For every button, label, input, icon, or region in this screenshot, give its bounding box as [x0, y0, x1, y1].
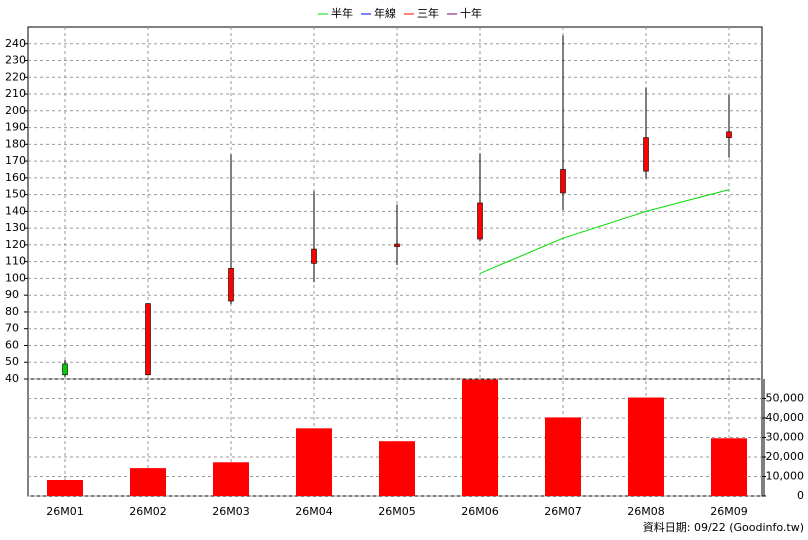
x-tick-label: 26M06: [461, 505, 499, 518]
y-tick-label: 100: [5, 271, 26, 284]
y-tick-label: 50,000: [766, 392, 805, 405]
y-tick-label: 140: [5, 204, 26, 217]
y-tick-label: 210: [5, 87, 26, 100]
x-tick-label: 26M07: [544, 505, 582, 518]
y-tick-label: 240: [5, 37, 26, 50]
x-tick-label: 26M01: [46, 505, 84, 518]
y-tick-label: 230: [5, 54, 26, 67]
y-tick-label: 50: [5, 355, 19, 368]
volume-bar: [628, 397, 664, 496]
y-tick-label: 70: [5, 322, 19, 335]
x-tick-label: 26M04: [295, 505, 333, 518]
candle-body: [394, 243, 400, 247]
candle-body: [477, 202, 483, 240]
footer: 資料日期: 09/22 (Goodinfo.tw): [643, 520, 804, 534]
x-tick-label: 26M03: [212, 505, 250, 518]
y-tick-label: 110: [5, 255, 26, 268]
legend-label: 半年: [331, 6, 353, 20]
candle-body: [726, 131, 732, 138]
y-tick-label: 30,000: [766, 431, 805, 444]
y-tick-label: 20,000: [766, 450, 805, 463]
volume-bar: [545, 417, 581, 496]
volume-bar: [379, 441, 415, 496]
y-tick-label: 180: [5, 137, 26, 150]
volume-bar: [296, 428, 332, 496]
y-tick-label: 10,000: [766, 470, 805, 483]
candle-body: [560, 169, 566, 194]
x-tick-label: 26M05: [378, 505, 416, 518]
y-tick-label: 220: [5, 70, 26, 83]
ma-line: [479, 189, 730, 274]
volume-bar: [130, 468, 166, 496]
y-tick-label: 90: [5, 288, 19, 301]
volume-bar: [47, 480, 83, 496]
candle-body: [228, 268, 234, 302]
legend-label: 十年: [460, 6, 482, 20]
volume-bar: [711, 438, 747, 496]
y-tick-label: 130: [5, 221, 26, 234]
y-tick-label: 120: [5, 238, 26, 251]
x-tick-label: 26M09: [710, 505, 748, 518]
y-tick-label: 60: [5, 338, 19, 351]
candle-body: [311, 248, 317, 264]
y-tick-label: 190: [5, 121, 26, 134]
candle-body: [62, 363, 68, 376]
y-tick-label: 170: [5, 154, 26, 167]
y-tick-label: 0: [797, 489, 804, 502]
y-tick-label: 40: [5, 372, 19, 385]
volume-bar: [462, 379, 498, 496]
candle-body: [145, 303, 151, 376]
x-tick-label: 26M02: [129, 505, 167, 518]
x-tick-label: 26M08: [627, 505, 665, 518]
y-tick-label: 80: [5, 305, 19, 318]
y-tick-label: 160: [5, 171, 26, 184]
candle-body: [643, 137, 649, 172]
volume-bar: [213, 462, 249, 496]
y-tick-label: 150: [5, 188, 26, 201]
legend-label: 三年: [417, 6, 439, 20]
y-tick-label: 40,000: [766, 411, 805, 424]
y-tick-label: 200: [5, 104, 26, 117]
legend-label: 年線: [374, 6, 396, 20]
